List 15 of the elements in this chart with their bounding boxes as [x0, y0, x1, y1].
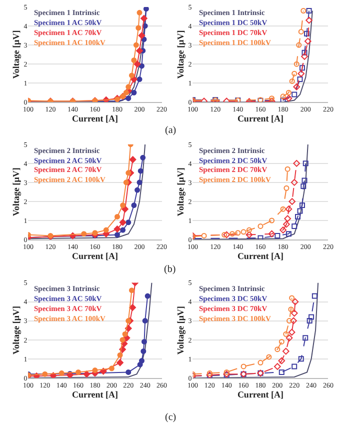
x-axis-title: Current [A]	[237, 389, 284, 400]
x-axis-title: Current [A]	[237, 250, 284, 261]
y-axis-title: Voltage [μV]	[11, 30, 22, 79]
y-axis-title: Voltage [μV]	[11, 168, 22, 216]
x-axis-title: Current [A]	[72, 114, 118, 124]
y-axis-title: Voltage [μV]	[176, 30, 186, 79]
y-axis-title: Voltage [μV]	[176, 306, 186, 355]
x-axis-title: Current [A]	[72, 389, 118, 400]
y-axis-title: Voltage [μV]	[176, 168, 186, 216]
y-axis-title: Voltage [μV]	[11, 306, 22, 355]
x-axis-title: Current [A]	[72, 250, 118, 261]
text: (c)	[165, 412, 176, 423]
x-axis-title: Current [A]	[237, 114, 284, 124]
text: (b)	[164, 264, 176, 275]
text: (a)	[165, 125, 176, 136]
